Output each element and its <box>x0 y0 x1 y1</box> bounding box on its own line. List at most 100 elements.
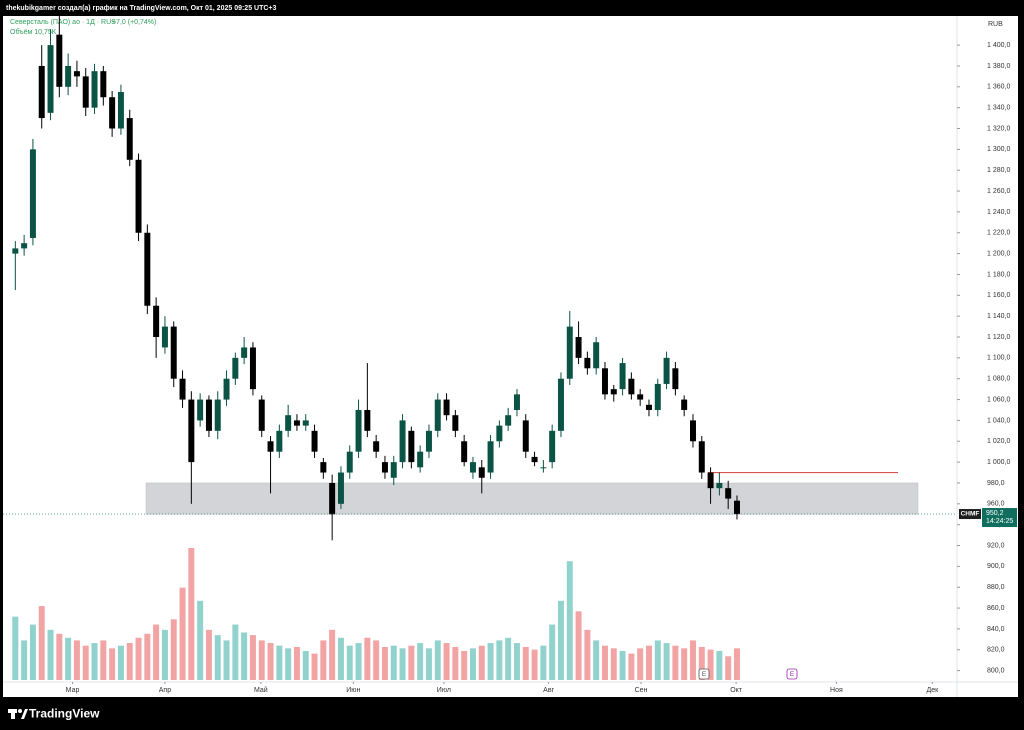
event-marker <box>786 668 798 680</box>
candle-body <box>311 430 318 452</box>
volume-bar <box>170 619 177 680</box>
volume-bar <box>593 640 600 680</box>
y-tick-label: 1 120,0 <box>987 334 1010 341</box>
volume-label: Объём 10,75K <box>10 28 57 36</box>
logo-mark <box>11 709 15 719</box>
logo-mark <box>21 709 28 719</box>
event-label: E <box>790 671 795 678</box>
candle-body <box>188 399 195 463</box>
y-tick-label: 1 380,0 <box>987 63 1010 70</box>
volume-bar <box>549 624 556 680</box>
volume-bar <box>12 616 19 680</box>
y-tick-label: 1 020,0 <box>987 438 1010 445</box>
candle-body <box>205 399 212 431</box>
candle-body <box>672 368 679 390</box>
y-tick-label: 860,0 <box>987 605 1005 612</box>
volume-bar <box>399 648 406 680</box>
author-line: thekubikgamer создал(а) график на Tradin… <box>6 5 277 12</box>
candle-body <box>364 409 371 431</box>
candle-body <box>170 326 177 379</box>
volume-bar <box>337 637 344 680</box>
candle-body <box>337 472 344 504</box>
candle-body <box>223 378 230 400</box>
candle-body <box>293 420 300 426</box>
volume-bar <box>373 640 380 680</box>
volume-bar <box>73 640 80 680</box>
volume-bar <box>100 640 107 680</box>
x-tick-label: Мар <box>66 687 80 694</box>
candle-body <box>461 441 468 463</box>
symbol-tag-bg <box>959 509 981 520</box>
price-label-bg <box>982 508 1017 528</box>
candle-body <box>179 378 186 400</box>
candle-body <box>153 305 160 338</box>
candle-body <box>645 404 652 410</box>
volume-bar <box>285 648 292 680</box>
countdown: 14:24:25 <box>986 518 1013 525</box>
volume-bar <box>725 656 732 680</box>
candle-body <box>161 326 168 348</box>
y-tick-label: 1 060,0 <box>987 396 1010 403</box>
logo-text: TradingView <box>29 707 100 721</box>
candle-body <box>390 462 397 478</box>
volume-bar <box>65 637 72 680</box>
logo-mark <box>18 709 22 713</box>
candle-body <box>593 342 600 369</box>
candle-body <box>117 92 124 129</box>
volume-bar <box>733 648 740 680</box>
price-change: +7,0 (+0,74%) <box>112 19 156 26</box>
event-marker <box>698 668 710 680</box>
volume-bar <box>223 640 230 680</box>
candle-body <box>399 420 406 463</box>
volume-bar <box>135 637 142 680</box>
volume-bar <box>434 640 441 680</box>
candle-body <box>82 76 89 108</box>
volume-bar <box>232 624 239 680</box>
currency: RUB <box>988 21 1003 28</box>
volume-bar <box>531 649 538 680</box>
candle-body <box>302 420 309 426</box>
volume-bar <box>258 640 265 680</box>
candle-body <box>698 441 705 473</box>
volume-bar <box>619 650 626 680</box>
y-tick-label: 1 260,0 <box>987 188 1010 195</box>
volume-bar <box>557 600 564 680</box>
volume-bar <box>91 643 98 680</box>
y-tick-label: 900,0 <box>987 563 1005 570</box>
y-tick-label: 1 000,0 <box>987 459 1010 466</box>
volume-bar <box>566 561 573 680</box>
y-tick-label: 880,0 <box>987 584 1005 591</box>
price-label: 950,2 <box>986 510 1004 517</box>
candle-body <box>733 500 740 515</box>
volume-bar <box>610 648 617 680</box>
volume-bar <box>302 650 309 680</box>
volume-bar <box>390 645 397 680</box>
candle-body <box>531 456 538 463</box>
volume-bar <box>153 624 160 680</box>
candle-body <box>513 394 520 410</box>
candle-body <box>557 378 564 431</box>
candle-body <box>469 462 476 473</box>
y-tick-label: 1 300,0 <box>987 146 1010 153</box>
chart-title: Северсталь (ПАО) ао · 1Д · RUS <box>10 19 116 26</box>
volume-bar <box>355 643 362 680</box>
chart-panel <box>3 16 1018 697</box>
candle-body <box>12 248 19 254</box>
y-tick-label: 1 280,0 <box>987 167 1010 174</box>
volume-bar <box>346 645 353 680</box>
volume-bar <box>109 648 116 680</box>
y-tick-label: 1 360,0 <box>987 84 1010 91</box>
candle-body <box>56 34 63 87</box>
candle-body <box>478 467 485 478</box>
candle-body <box>381 462 388 473</box>
volume-bar <box>698 647 705 680</box>
y-tick-label: 960,0 <box>987 501 1005 508</box>
candle-body <box>707 472 714 489</box>
volume-bar <box>689 640 696 680</box>
candle-body <box>628 378 635 395</box>
volume-bar <box>126 643 133 680</box>
volume-bar <box>188 548 195 680</box>
volume-bar <box>117 645 124 680</box>
y-tick-label: 1 200,0 <box>987 250 1010 257</box>
